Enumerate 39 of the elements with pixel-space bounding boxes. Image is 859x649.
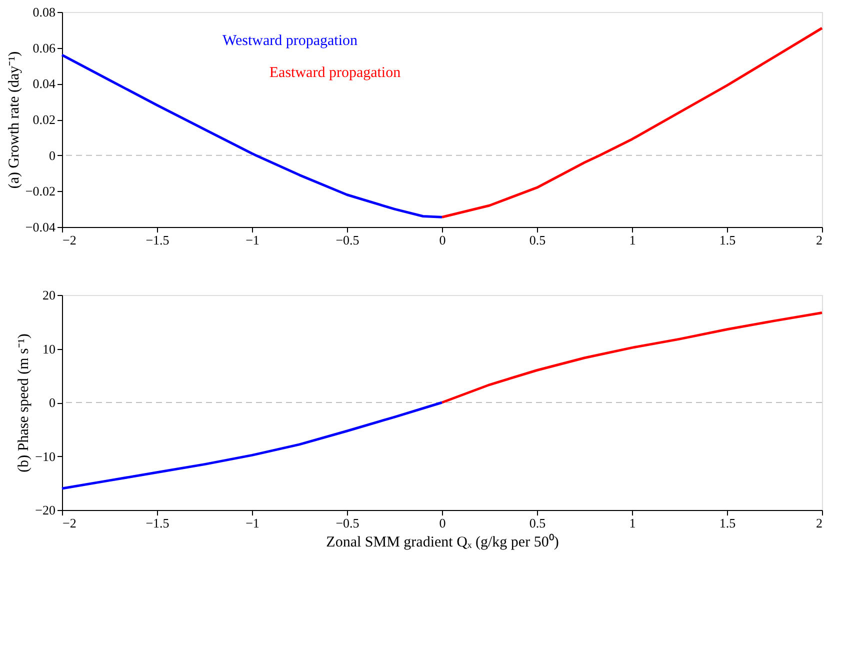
x-axis-title: Zonal SMM gradient Qₓ (g/kg per 50⁰) [326,534,559,550]
y-tick-label: 0 [49,395,56,410]
x-tick-label: 0 [439,232,446,248]
x-tick-label: −1.5 [146,232,170,248]
x-tick-label: −1 [246,232,260,248]
y-tick-label: 0.04 [32,76,56,92]
line-series [60,54,444,218]
y-tick-label: 0.06 [32,40,56,56]
y-axis-title: (a) Growth rate (day⁻¹) [6,51,22,189]
y-tick-label: −20 [35,502,56,518]
x-tick-label: 2 [816,516,822,530]
text: Eastward propagation [269,65,402,81]
x-tick-label: 1 [629,516,636,530]
y-tick-label: 20 [42,288,56,302]
x-tick-label: −0.5 [336,516,360,530]
y-tick-label: 0.02 [32,112,56,127]
y-tick-label: −10 [35,448,56,464]
x-tick-label: 0.5 [529,516,546,530]
y-tick-label: 10 [42,341,56,356]
y-axis-title: (b) Phase speed (m s⁻¹) [16,334,32,472]
y-tick-label: −0.04 [25,220,56,234]
x-tick-label: 2 [816,232,822,248]
x-tick-label: 1.5 [719,232,736,248]
y-tick-label: 0 [49,148,56,163]
x-tick-label: −2 [62,516,76,530]
x-tick-label: 1 [629,232,636,248]
x-tick-label: 0.5 [529,232,546,248]
line-series [440,26,824,218]
x-tick-label: 0 [439,516,446,530]
y-tick-label: 0.08 [32,4,56,20]
x-tick-label: 1.5 [719,516,736,530]
y-tick-label: −0.02 [25,184,56,199]
text: Westward propagation [222,33,358,49]
x-tick-label: −2 [62,232,76,248]
line-series [60,401,444,490]
line-series [440,311,824,404]
x-tick-label: −1 [246,516,260,530]
x-tick-label: −1.5 [146,516,170,530]
x-tick-label: −0.5 [336,232,360,248]
